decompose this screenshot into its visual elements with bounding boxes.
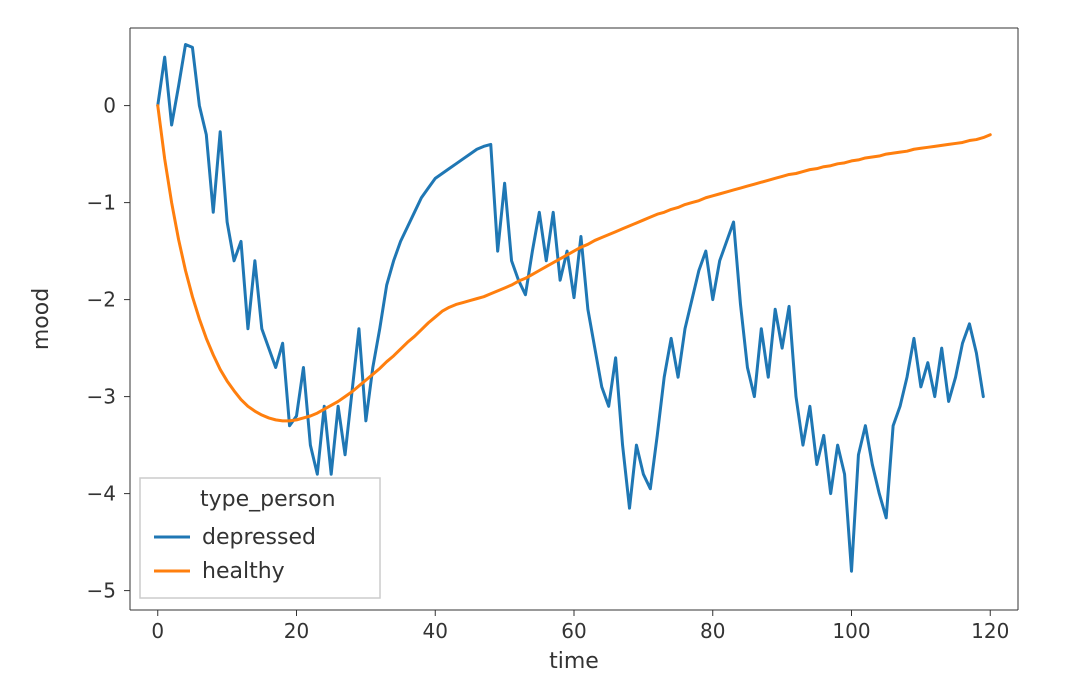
y-axis-label: mood xyxy=(29,288,54,350)
legend-label-healthy: healthy xyxy=(202,559,285,584)
y-tick-label: 0 xyxy=(103,94,116,118)
legend: type_person depressed healthy xyxy=(140,478,380,598)
x-tick-label: 120 xyxy=(971,619,1009,643)
x-tick-label: 20 xyxy=(284,619,309,643)
y-tick-label: −4 xyxy=(87,482,116,506)
x-tick-label: 0 xyxy=(151,619,164,643)
chart-svg: 0 20 40 60 80 100 120 −5 −4 −3 −2 −1 0 time mood type_p… xyxy=(0,0,1068,690)
x-axis-label: time xyxy=(549,649,599,674)
y-tick-label: −5 xyxy=(87,579,116,603)
y-tick-label: −2 xyxy=(87,288,116,312)
legend-title: type_person xyxy=(200,487,336,512)
legend-label-depressed: depressed xyxy=(202,525,316,550)
y-tick-label: −3 xyxy=(87,385,116,409)
y-tick-label: −1 xyxy=(87,191,116,215)
x-tick-label: 100 xyxy=(832,619,870,643)
x-tick-label: 60 xyxy=(561,619,586,643)
mood-time-chart: 0 20 40 60 80 100 120 −5 −4 −3 −2 −1 0 time mood type_p… xyxy=(0,0,1068,690)
x-tick-label: 40 xyxy=(423,619,448,643)
x-tick-label: 80 xyxy=(700,619,725,643)
